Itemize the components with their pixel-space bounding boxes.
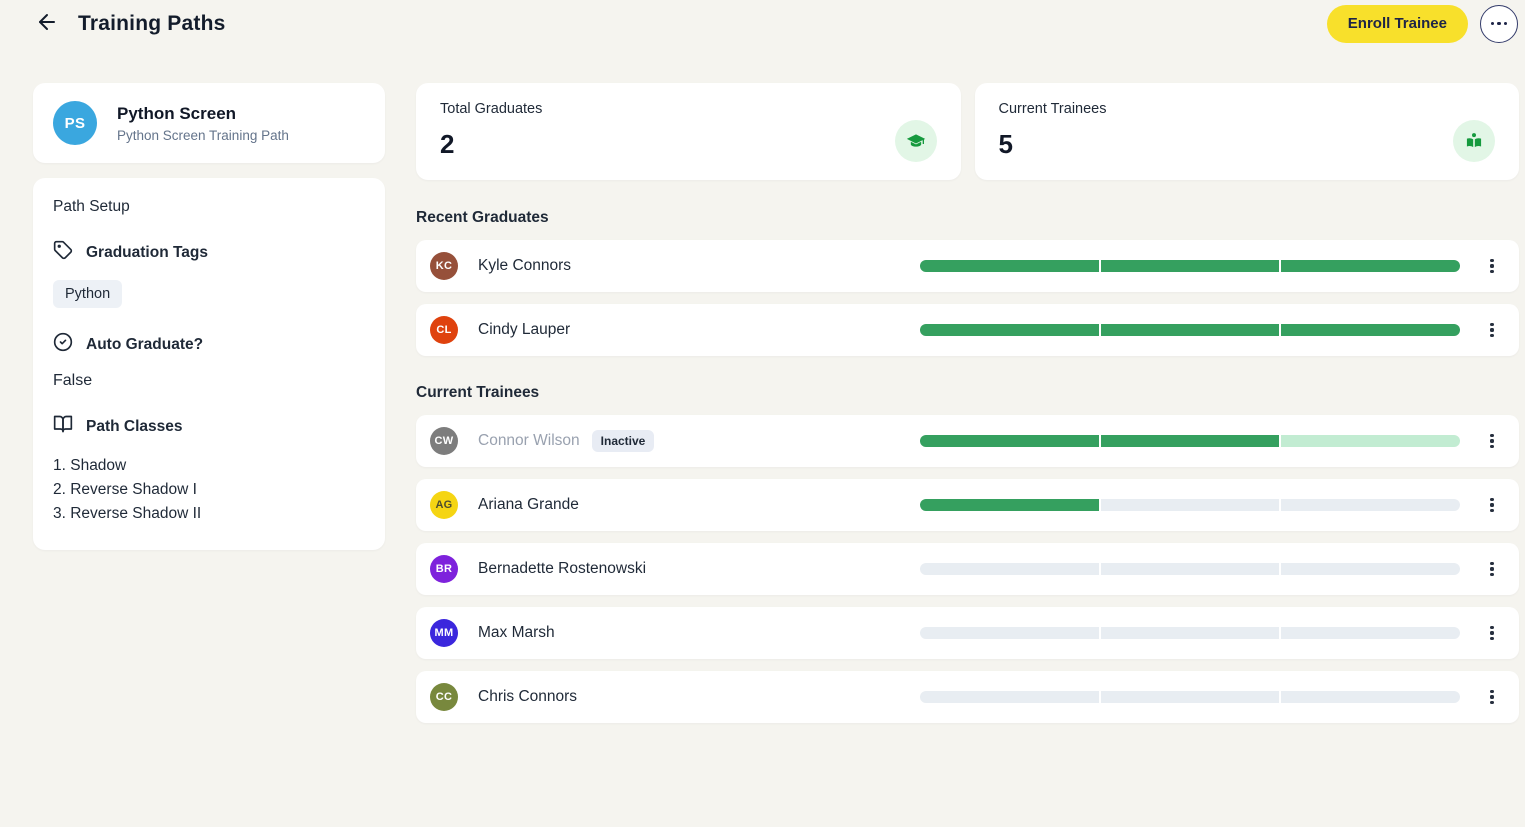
current-trainees-card: Current Trainees 5 xyxy=(974,83,1519,180)
progress-segment xyxy=(1281,627,1461,639)
trainee-row-max-marsh[interactable]: MM Max Marsh xyxy=(416,607,1519,659)
progress-segment xyxy=(1281,499,1461,511)
row-menu-button[interactable] xyxy=(1479,617,1505,649)
path-subtitle: Python Screen Training Path xyxy=(117,127,289,143)
avatar: PS xyxy=(53,101,97,145)
path-title: Python Screen xyxy=(117,103,237,123)
row-menu-button[interactable] xyxy=(1479,681,1505,713)
row-menu-button[interactable] xyxy=(1479,553,1505,585)
progress-segment xyxy=(1100,435,1280,447)
trainee-row-bernadette-rostenowski[interactable]: BR Bernadette Rostenowski xyxy=(416,543,1519,595)
book-open-icon xyxy=(53,414,73,439)
check-circle-icon xyxy=(53,332,73,357)
back-button[interactable] xyxy=(33,10,61,38)
progress-segment xyxy=(1100,499,1280,511)
inactive-badge: Inactive xyxy=(591,430,655,452)
avatar: MM xyxy=(430,619,458,647)
trainee-row-connor-wilson[interactable]: CW Connor Wilson Inactive xyxy=(416,415,1519,467)
current-trainees-value: 5 xyxy=(998,129,1013,159)
person-name: Cindy Lauper xyxy=(478,321,571,338)
tag-chip-python: Python xyxy=(53,280,123,308)
progress-bar xyxy=(920,691,1461,703)
total-graduates-label: Total Graduates xyxy=(440,101,543,117)
progress-bar xyxy=(920,499,1461,511)
path-class-item: 3. Reverse Shadow II xyxy=(53,505,202,522)
graduate-row-cindy-lauper[interactable]: CL Cindy Lauper xyxy=(416,304,1519,356)
total-graduates-value: 2 xyxy=(440,129,455,159)
progress-segment xyxy=(1100,324,1280,336)
path-class-item: 1. Shadow xyxy=(53,457,127,474)
progress-bar xyxy=(920,563,1461,575)
progress-segment xyxy=(1100,691,1280,703)
row-menu-button[interactable] xyxy=(1479,250,1505,282)
trainee-row-chris-connors[interactable]: CC Chris Connors xyxy=(416,671,1519,723)
page-title: Training Paths xyxy=(78,11,226,35)
progress-segment xyxy=(920,627,1099,639)
row-menu-button[interactable] xyxy=(1479,425,1505,457)
back-arrow-icon xyxy=(35,10,59,37)
progress-bar xyxy=(920,435,1461,447)
progress-segment xyxy=(1281,435,1461,447)
avatar: CW xyxy=(430,427,458,455)
progress-bar xyxy=(920,627,1461,639)
enroll-trainee-button[interactable]: Enroll Trainee xyxy=(1326,4,1468,43)
book-reader-icon xyxy=(1453,120,1495,162)
progress-segment xyxy=(1100,563,1280,575)
path-profile-card: PS Python Screen Python Screen Training … xyxy=(33,83,385,163)
row-menu-button[interactable] xyxy=(1479,314,1505,346)
avatar: KC xyxy=(430,252,458,280)
progress-segment xyxy=(1281,691,1461,703)
person-name: Connor Wilson xyxy=(478,432,580,449)
auto-graduate-value: False xyxy=(53,372,93,389)
path-setup-card: Path Setup Graduation Tags Python Auto G… xyxy=(33,178,385,550)
progress-segment xyxy=(920,499,1099,511)
progress-segment xyxy=(920,435,1099,447)
person-name: Chris Connors xyxy=(478,688,578,705)
avatar: AG xyxy=(430,491,458,519)
graduation-tags-label: Graduation Tags xyxy=(86,243,209,261)
auto-graduate-label: Auto Graduate? xyxy=(86,335,204,353)
person-name: Kyle Connors xyxy=(478,257,572,274)
progress-segment xyxy=(920,324,1099,336)
progress-bar xyxy=(920,324,1461,336)
row-menu-button[interactable] xyxy=(1479,489,1505,521)
graduate-row-kyle-connors[interactable]: KC Kyle Connors xyxy=(416,240,1519,292)
person-name: Max Marsh xyxy=(478,624,555,641)
path-class-item: 2. Reverse Shadow I xyxy=(53,481,197,498)
progress-segment xyxy=(920,260,1099,272)
more-options-button[interactable] xyxy=(1480,4,1518,43)
sidebar: PS Python Screen Python Screen Training … xyxy=(33,83,385,550)
progress-segment xyxy=(1281,260,1461,272)
progress-segment xyxy=(1100,260,1280,272)
graduation-cap-icon xyxy=(894,120,937,162)
header: Training Paths Enroll Trainee xyxy=(0,0,1525,47)
current-trainees-label: Current Trainees xyxy=(998,101,1107,117)
tag-icon xyxy=(53,240,73,265)
main-panel: Total Graduates 2 Current Trainees 5 Rec… xyxy=(416,83,1519,735)
current-trainees-heading: Current Trainees xyxy=(416,384,540,401)
person-name: Bernadette Rostenowski xyxy=(478,560,647,577)
total-graduates-card: Total Graduates 2 xyxy=(416,83,961,180)
progress-segment xyxy=(920,563,1099,575)
ellipsis-icon xyxy=(1490,21,1508,26)
avatar: BR xyxy=(430,555,458,583)
progress-segment xyxy=(1281,324,1461,336)
trainee-row-ariana-grande[interactable]: AG Ariana Grande xyxy=(416,479,1519,531)
progress-bar xyxy=(920,260,1461,272)
path-classes-label: Path Classes xyxy=(86,417,183,435)
avatar: CL xyxy=(430,316,458,344)
recent-graduates-heading: Recent Graduates xyxy=(416,209,549,226)
progress-segment xyxy=(920,691,1099,703)
person-name: Ariana Grande xyxy=(478,496,579,513)
avatar: CC xyxy=(430,683,458,711)
progress-segment xyxy=(1100,627,1280,639)
path-setup-heading: Path Setup xyxy=(53,198,130,215)
progress-segment xyxy=(1281,563,1461,575)
